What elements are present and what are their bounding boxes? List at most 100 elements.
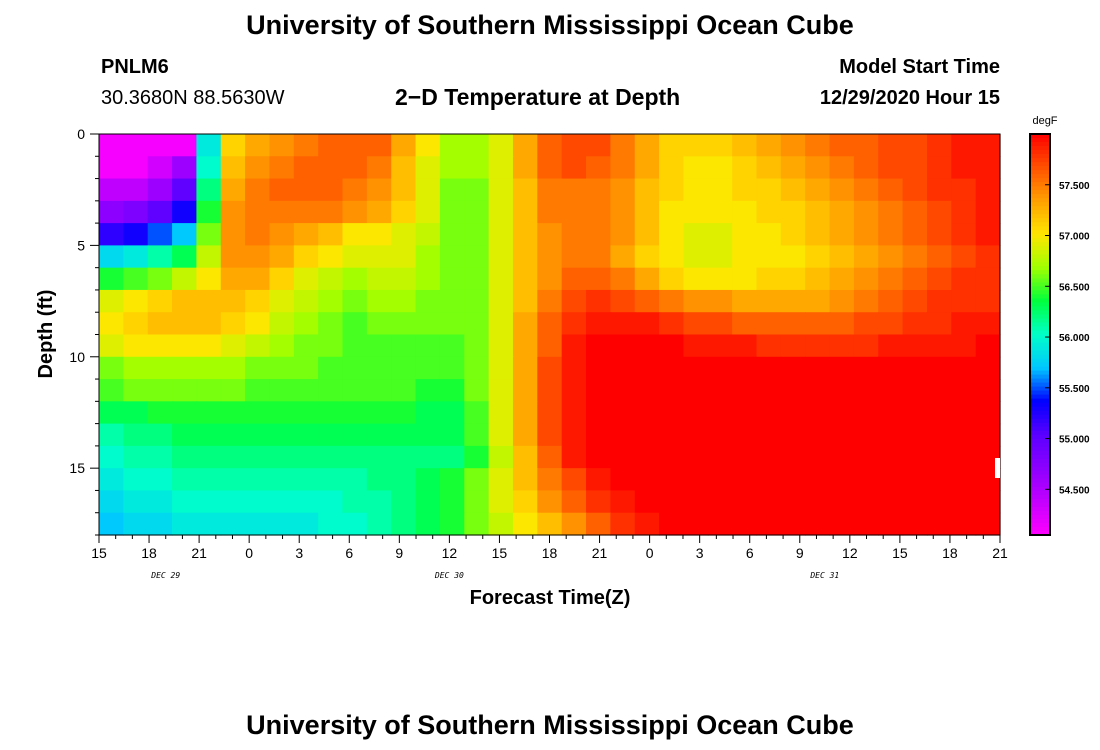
heatmap-cell [245,156,271,180]
heatmap-cell [245,289,271,313]
heatmap-cell [318,178,344,202]
heatmap-cell [439,200,465,224]
heatmap-cell [366,445,392,469]
colorbar-segment [1030,338,1050,344]
heatmap-cell [610,156,636,180]
heatmap-cell [220,379,246,402]
heatmap-cell [464,223,490,246]
heatmap-cell [391,423,417,447]
colorbar-segment [1030,434,1050,440]
colorbar-segment [1030,214,1050,219]
heatmap-cell [318,223,344,246]
heatmap-cell [318,379,344,402]
colorbar-segment [1030,302,1050,308]
y-axis-label: Depth (ft) [35,290,57,379]
heatmap-cell [634,445,660,469]
heatmap-cell [269,423,295,447]
colorbar-segment [1030,490,1050,496]
heatmap-cell [659,445,685,469]
heatmap-cell [293,223,319,246]
heatmap-cell [756,134,782,157]
heatmap-cell [147,423,173,447]
heatmap-cell [561,289,587,313]
heatmap-cell [147,379,173,402]
heatmap-cell [415,156,441,180]
heatmap-cell [780,312,806,336]
colorbar-segment [1030,366,1050,372]
heatmap-cell [683,512,709,536]
heatmap-cell [829,134,855,157]
colorbar-segment [1030,314,1050,320]
heatmap-cell [123,156,149,180]
heatmap-cell [853,401,879,425]
heatmap-cell [220,289,246,313]
heatmap-cell [147,245,173,269]
heatmap-cell [561,223,587,246]
colorbar-segment [1030,414,1050,420]
heatmap-cell [659,356,685,380]
heatmap-cell [829,200,855,224]
heatmap-cell [634,134,660,157]
heatmap-cell [926,334,952,358]
heatmap-cell [220,401,246,425]
colorbar-segment [1030,394,1050,400]
heatmap-cell [853,267,879,291]
heatmap-cell [951,223,977,246]
colorbar-segment [1030,386,1050,392]
heatmap-cell [610,445,636,469]
heatmap-cell [196,445,222,469]
heatmap-cell [902,223,928,246]
colorbar-segment [1030,522,1050,528]
heatmap-cell [293,401,319,425]
heatmap-cell [488,267,514,291]
heatmap-cell [902,334,928,358]
heatmap-cell [488,134,514,157]
heatmap-cell [926,267,952,291]
heatmap-cell [975,423,1001,447]
heatmap-cell [488,223,514,246]
heatmap-cell [902,445,928,469]
colorbar-segment [1030,194,1050,199]
heatmap-cell [293,156,319,180]
heatmap-cell [756,334,782,358]
heatmap-cell [147,289,173,313]
heatmap-cell [245,334,271,358]
heatmap-cell [293,334,319,358]
heatmap-cell [172,468,197,492]
heatmap-cell [415,245,441,269]
heatmap-cell [756,445,782,469]
heatmap-cell [512,512,538,536]
heatmap-cell [805,134,831,157]
heatmap-cell [926,200,952,224]
heatmap-cell [732,223,758,246]
heatmap-cell [926,134,952,157]
heatmap-cell [488,289,514,313]
heatmap-cell [512,223,538,246]
heatmap-cell [537,178,563,202]
heatmap-cell [99,178,124,202]
heatmap-cell [707,356,733,380]
marker-bar [995,458,1000,478]
colorbar-segment [1030,330,1050,336]
heatmap-cell [853,223,879,246]
heatmap-cell [488,468,514,492]
heatmap-cell [586,289,611,313]
heatmap-cell [269,356,295,380]
heatmap-cell [123,312,149,336]
heatmap-cell [391,356,417,380]
heatmap-cell [586,379,611,402]
colorbar-segment [1030,138,1050,143]
page-title-top: University of Southern Mississippi Ocean… [246,10,854,40]
colorbar-segment [1030,326,1050,332]
colorbar-segment [1030,402,1050,408]
heatmap-cell [707,445,733,469]
heatmap-cell [245,512,271,536]
heatmap-cell [732,445,758,469]
colorbar-segment [1030,262,1050,267]
heatmap-cell [172,334,197,358]
heatmap-cell [634,490,660,514]
heatmap-cell [269,289,295,313]
heatmap-cell [439,512,465,536]
heatmap-cell [805,512,831,536]
heatmap-cell [366,134,392,157]
